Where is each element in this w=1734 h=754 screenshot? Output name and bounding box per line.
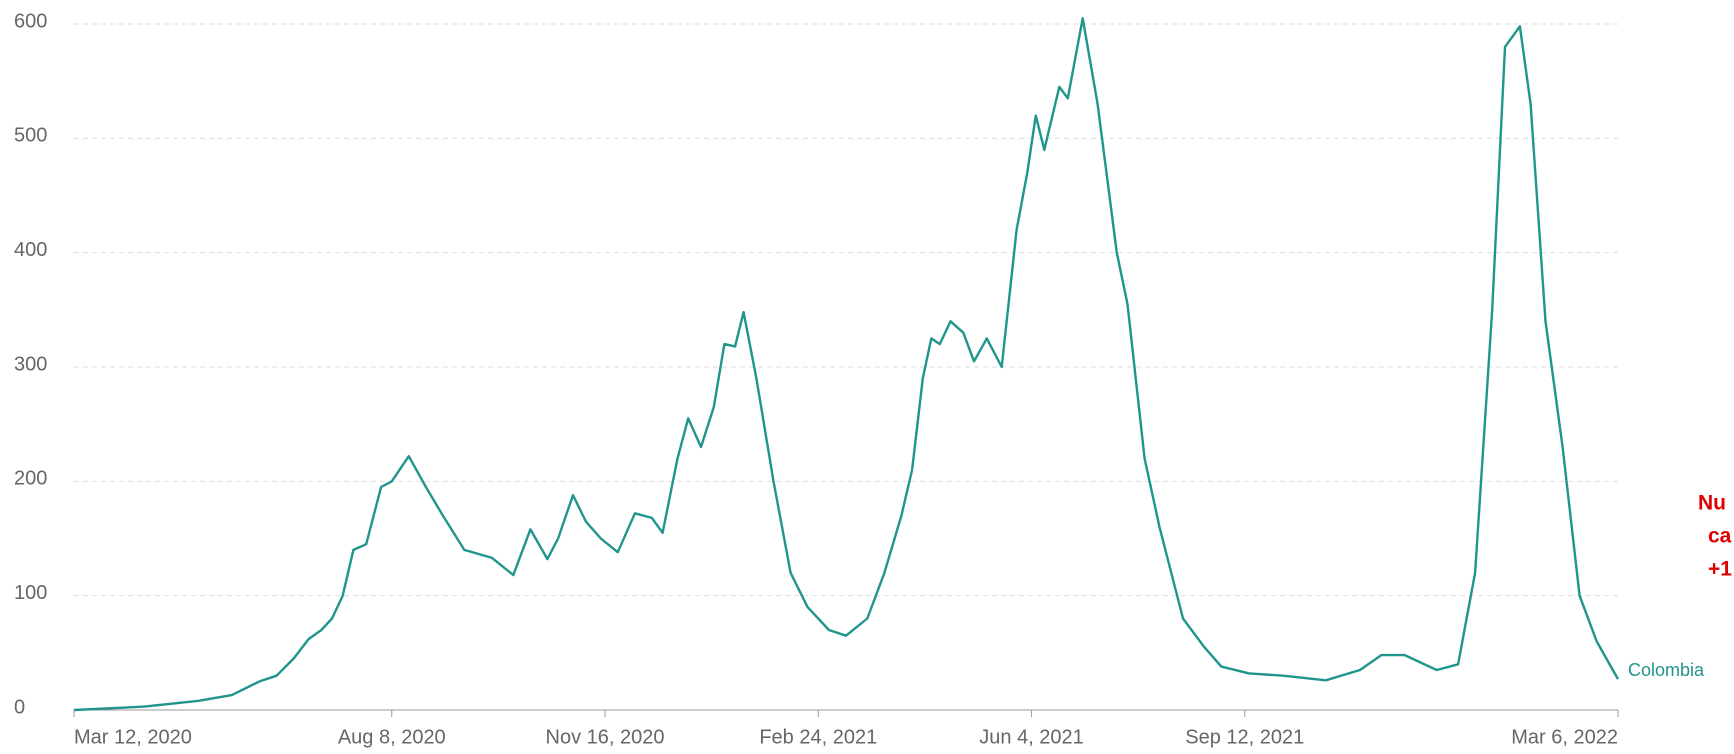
annotation: ca [1708, 525, 1732, 548]
y-tick-label: 600 [14, 10, 47, 32]
x-tick-label: Mar 6, 2022 [1511, 726, 1618, 748]
y-tick-label: 0 [14, 696, 25, 718]
y-tick-label: 200 [14, 468, 47, 490]
x-tick-label: Jun 4, 2021 [979, 726, 1084, 748]
line [73, 17, 1620, 712]
x-tick-label: Sep 12, 2021 [1185, 726, 1304, 748]
y-tick-label: 100 [14, 582, 47, 604]
series-label: Colombia [1628, 660, 1705, 680]
x-tick-label: Feb 24, 2021 [759, 726, 877, 748]
y-tick-label: 400 [14, 239, 47, 261]
annotation: +1 [1708, 558, 1732, 581]
y-tick-label: 300 [14, 353, 47, 375]
x-tick-label: Mar 12, 2020 [74, 726, 192, 748]
annotation: Nu [1698, 492, 1726, 515]
x-tick-label: Nov 16, 2020 [546, 726, 665, 748]
x-tick-label: Aug 8, 2020 [338, 726, 446, 748]
y-tick-label: 500 [14, 125, 47, 147]
